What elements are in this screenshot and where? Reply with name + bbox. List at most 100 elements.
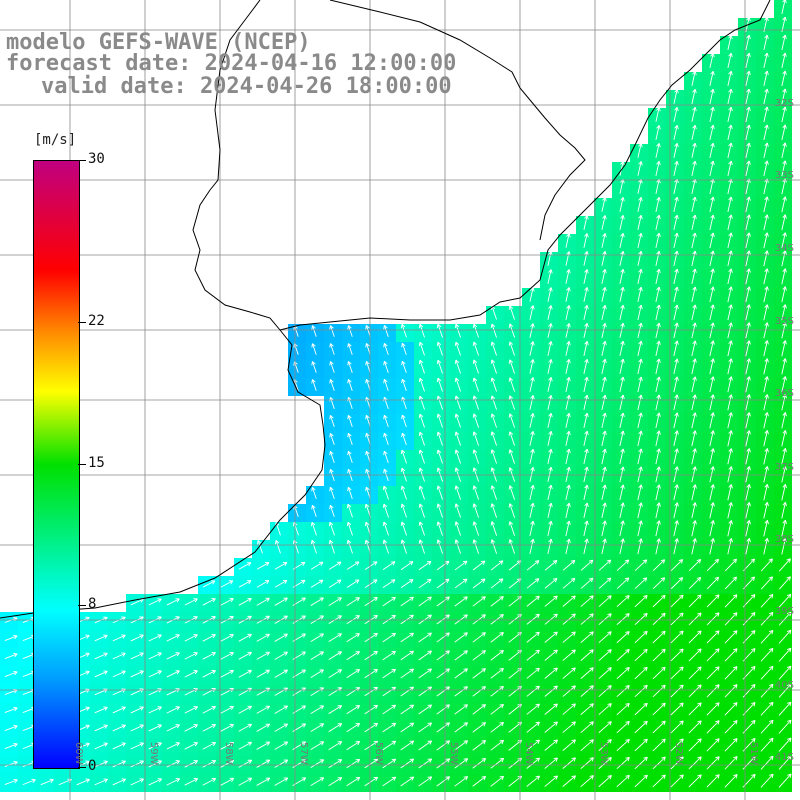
wind-arrow-head	[347, 503, 352, 508]
wind-arrow-head	[401, 485, 406, 490]
wind-arrow	[619, 215, 624, 230]
wind-arrow-head	[311, 361, 313, 366]
wind-arrow-head	[454, 413, 457, 418]
wind-arrow	[763, 286, 768, 303]
wind-arrow-head	[584, 287, 588, 291]
longitude-label: 54W	[523, 742, 534, 765]
wind-arrow	[673, 322, 678, 339]
wind-arrow-head	[748, 286, 751, 291]
wind-arrow	[383, 325, 389, 337]
wind-arrow	[565, 305, 570, 320]
wind-arrow-head	[604, 359, 607, 364]
wind-arrow-head	[656, 214, 660, 219]
wind-arrow-head	[674, 484, 678, 488]
wind-arrow	[709, 125, 714, 141]
wind-arrow-head	[728, 196, 732, 201]
wind-arrow-head	[602, 448, 606, 453]
wind-arrow-head	[784, 466, 787, 471]
wind-arrow-head	[348, 486, 352, 491]
wind-arrow	[745, 196, 750, 213]
wind-arrow-head	[383, 503, 388, 508]
wind-arrow-head	[676, 250, 679, 256]
wind-arrow-head	[712, 358, 715, 363]
wind-arrow	[383, 433, 389, 446]
wind-arrow-head	[586, 287, 589, 292]
wind-arrow	[401, 361, 407, 374]
wind-arrow-head	[748, 17, 751, 22]
wind-arrow-head	[473, 413, 478, 417]
wind-arrow	[619, 430, 624, 447]
wind-arrow-head	[764, 160, 768, 165]
wind-arrow	[347, 343, 353, 355]
wind-arrow-head	[764, 232, 768, 237]
wind-arrow-head	[710, 358, 714, 363]
wind-arrow-head	[473, 395, 478, 399]
wind-arrow-head	[658, 412, 661, 417]
wind-arrow	[491, 395, 497, 410]
wind-arrow-head	[602, 322, 606, 327]
wind-arrow-head	[366, 432, 370, 437]
wind-arrow	[583, 341, 588, 356]
wind-arrow-head	[455, 341, 460, 346]
wind-arrow-head	[746, 430, 750, 434]
wind-arrow-head	[658, 161, 661, 166]
wind-arrow-head	[784, 214, 787, 219]
wind-arrow	[619, 287, 624, 302]
wind-arrow-head	[676, 358, 679, 363]
wind-arrow-head	[330, 343, 334, 347]
wind-arrow-head	[728, 106, 732, 111]
wind-arrow-head	[712, 466, 715, 471]
wind-arrow-head	[658, 448, 661, 453]
wind-arrow-head	[473, 467, 478, 471]
wind-arrow-head	[676, 340, 679, 345]
wind-arrow-head	[312, 361, 316, 365]
wind-arrow	[763, 214, 768, 231]
wind-arrow-head	[674, 142, 678, 147]
wind-arrow-head	[640, 466, 643, 471]
wind-arrow-head	[782, 106, 786, 111]
wind-arrow-head	[640, 233, 643, 238]
wind-arrow-head	[746, 484, 750, 488]
wind-arrow-head	[746, 466, 750, 470]
wind-arrow-head	[658, 197, 661, 202]
colorbar-tick-mark	[78, 767, 86, 768]
wind-arrow-head	[784, 250, 787, 255]
wind-arrow-head	[491, 377, 496, 381]
wind-arrow-head	[784, 448, 787, 453]
wind-arrow	[673, 143, 678, 158]
wind-arrow-head	[730, 124, 733, 130]
wind-arrow-head	[748, 484, 751, 489]
wind-arrow-head	[455, 359, 460, 364]
wind-arrow-head	[728, 304, 732, 309]
wind-arrow-head	[498, 560, 503, 562]
wind-arrow-head	[640, 305, 643, 310]
wind-arrow	[619, 484, 624, 501]
wind-arrow	[401, 432, 407, 446]
wind-arrow-head	[455, 431, 460, 435]
wind-arrow-head	[548, 484, 552, 489]
wind-arrow	[655, 197, 660, 212]
wind-arrow-head	[730, 286, 733, 291]
wind-arrow-head	[584, 484, 588, 489]
wind-arrow-head	[692, 160, 696, 165]
wind-arrow-head	[638, 466, 642, 471]
wind-arrow-head	[728, 214, 732, 219]
wind-arrow-head	[622, 341, 625, 346]
wind-arrow-head	[480, 578, 486, 581]
wind-arrow-head	[604, 448, 607, 453]
wind-arrow-head	[710, 70, 714, 75]
wind-arrow-head	[509, 359, 514, 363]
wind-arrow	[781, 178, 786, 195]
wind-arrow-head	[384, 342, 388, 347]
wind-arrow-head	[784, 376, 787, 381]
wind-arrow-head	[445, 632, 450, 634]
wind-arrow-head	[692, 340, 696, 345]
wind-arrow-head	[566, 466, 570, 471]
wind-arrow-head	[530, 287, 534, 291]
wind-arrow	[709, 107, 714, 123]
wind-arrow-head	[694, 161, 697, 166]
wind-arrow	[565, 251, 570, 266]
wind-arrow-head	[481, 596, 486, 598]
wind-arrow-head	[509, 449, 514, 453]
wind-arrow-head	[694, 196, 697, 202]
